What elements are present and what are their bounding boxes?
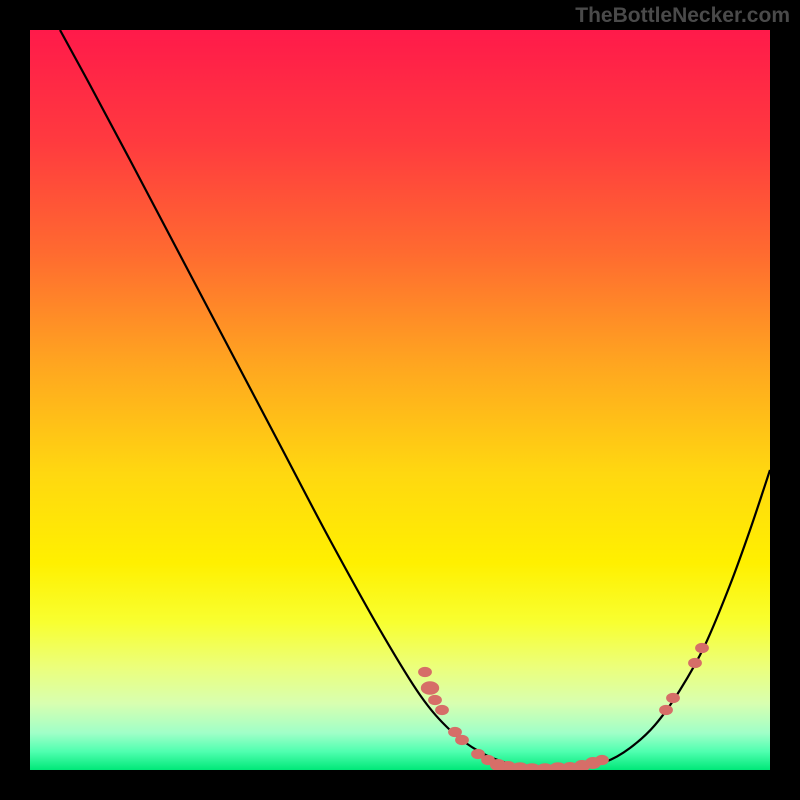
curve-marker bbox=[659, 705, 673, 715]
chart-curves bbox=[30, 30, 770, 770]
right-curve-line bbox=[540, 470, 770, 769]
curve-marker bbox=[421, 681, 439, 695]
curve-marker bbox=[666, 693, 680, 703]
left-curve-line bbox=[60, 30, 540, 769]
curve-marker bbox=[688, 658, 702, 668]
watermark-text: TheBottleNecker.com bbox=[575, 4, 790, 28]
curve-marker bbox=[455, 735, 469, 745]
curve-marker bbox=[595, 755, 609, 765]
curve-markers bbox=[418, 643, 709, 770]
chart-plot-area bbox=[30, 30, 770, 770]
curve-marker bbox=[428, 695, 442, 705]
curve-marker bbox=[418, 667, 432, 677]
curve-marker bbox=[695, 643, 709, 653]
curve-marker bbox=[435, 705, 449, 715]
